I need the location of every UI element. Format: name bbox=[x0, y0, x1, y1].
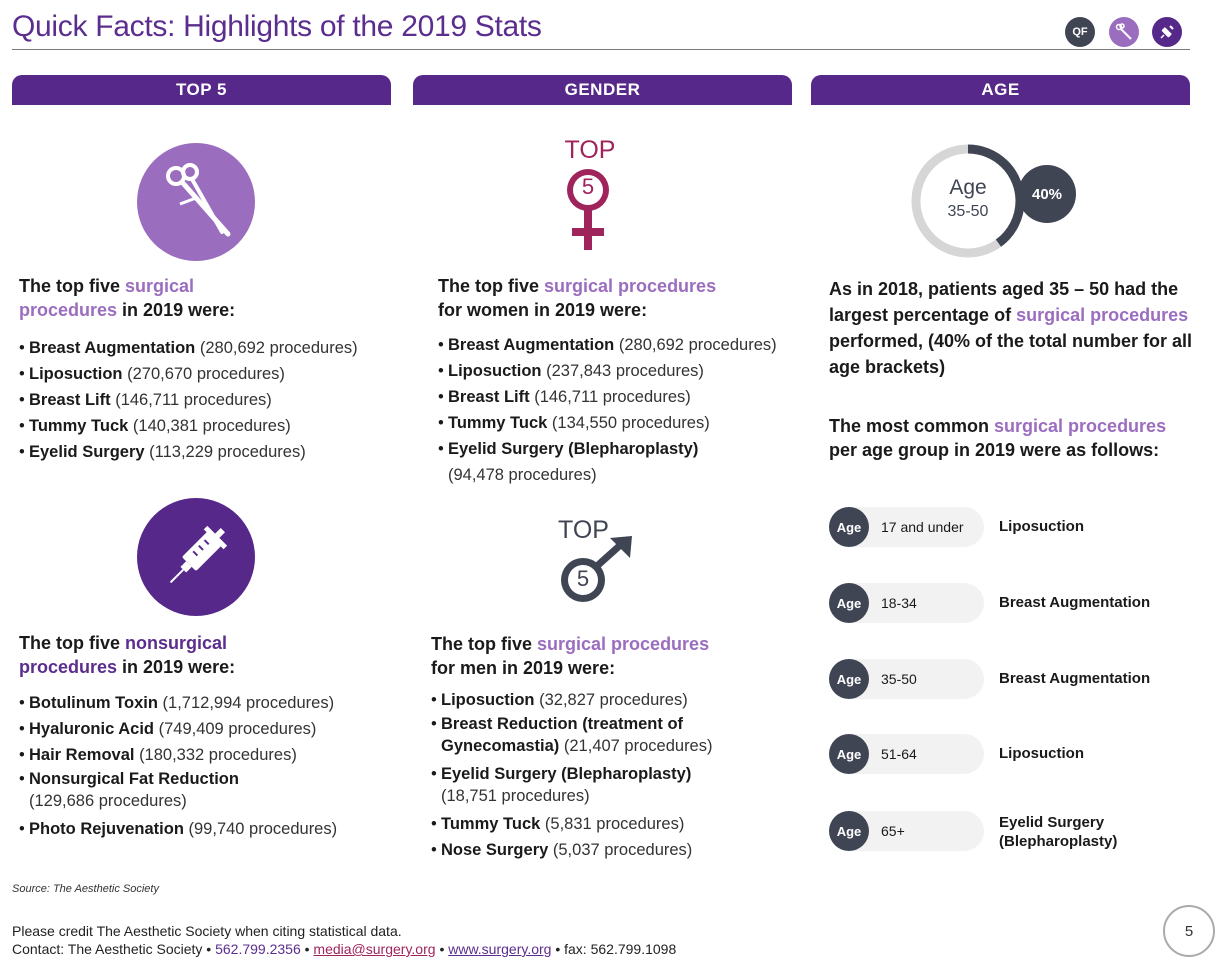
age-percent-badge: 40% bbox=[1018, 165, 1076, 223]
age-paragraph-2: The most common surgical procedures per a… bbox=[829, 416, 1167, 460]
credit-note: Please credit The Aesthetic Society when… bbox=[12, 923, 402, 939]
age-group-row: Age 35-50 Breast Augmentation bbox=[829, 659, 1209, 699]
list-item: Liposuction (237,843 procedures) bbox=[438, 358, 798, 384]
nonsurgical-lead: The top five nonsurgical procedures in 2… bbox=[19, 633, 236, 677]
age-ring-label: Age bbox=[949, 176, 987, 199]
syringe-icon[interactable] bbox=[1152, 17, 1182, 47]
syringe-icon bbox=[137, 498, 255, 616]
list-item: Liposuction (270,670 procedures) bbox=[19, 361, 389, 387]
age-badge: Age bbox=[829, 583, 869, 623]
top-label: TOP bbox=[558, 516, 609, 544]
men-list: Liposuction (32,827 procedures) Breast R… bbox=[431, 687, 741, 863]
age-group-row: Age 65+ Eyelid Surgery (Blepharoplasty) bbox=[829, 811, 1209, 851]
men-lead: The top five surgical procedures for men … bbox=[431, 634, 710, 678]
age-group-row: Age 51-64 Liposuction bbox=[829, 734, 1209, 774]
tab-age: AGE bbox=[811, 75, 1190, 105]
list-item: Tummy Tuck (5,831 procedures) bbox=[431, 811, 741, 837]
list-item: Hyaluronic Acid (749,409 procedures) bbox=[19, 716, 389, 742]
list-item: Breast Lift (146,711 procedures) bbox=[19, 387, 389, 413]
female-top-number: 5 bbox=[581, 174, 595, 199]
women-list: Breast Augmentation (280,692 procedures)… bbox=[438, 332, 798, 488]
age-procedure: Liposuction bbox=[999, 518, 1084, 535]
top-label: TOP bbox=[564, 136, 616, 164]
list-item: Eyelid Surgery (Blepharoplasty)(18,751 p… bbox=[431, 763, 741, 811]
list-item: Breast Lift (146,711 procedures) bbox=[438, 384, 798, 410]
age-procedure: Breast Augmentation bbox=[999, 594, 1151, 611]
surgical-lead: The top five surgical procedures in 2019… bbox=[19, 276, 236, 320]
list-item: Liposuction (32,827 procedures) bbox=[431, 687, 741, 713]
phone-link[interactable]: 562.799.2356 bbox=[215, 941, 301, 957]
age-procedure: Eyelid Surgery (Blepharoplasty) bbox=[999, 814, 1118, 850]
age-badge: Age bbox=[829, 659, 869, 699]
male-symbol-icon bbox=[558, 536, 636, 610]
list-item: Breast Augmentation (280,692 procedures) bbox=[19, 335, 389, 361]
male-top-number: 5 bbox=[576, 566, 590, 591]
list-item: Hair Removal (180,332 procedures) bbox=[19, 742, 389, 768]
age-procedure: Liposuction bbox=[999, 745, 1084, 762]
female-symbol-icon bbox=[563, 166, 613, 254]
age-range: 65+ bbox=[881, 823, 905, 839]
scissors-icon bbox=[137, 143, 255, 261]
age-range: 17 and under bbox=[881, 519, 964, 535]
age-badge: Age bbox=[829, 734, 869, 774]
age-paragraph-1: As in 2018, patients aged 35 – 50 had th… bbox=[829, 279, 1193, 377]
website-link[interactable]: www.surgery.org bbox=[448, 941, 552, 957]
women-lead: The top five surgical procedures for wome… bbox=[438, 276, 717, 320]
list-item: Eyelid Surgery (113,229 procedures) bbox=[19, 439, 389, 465]
title-divider bbox=[12, 49, 1190, 50]
contact-line: Contact: The Aesthetic Society • 562.799… bbox=[12, 941, 677, 957]
age-ring-range: 35-50 bbox=[947, 203, 989, 220]
nonsurgical-list: Botulinum Toxin (1,712,994 procedures) H… bbox=[19, 690, 389, 842]
list-item: Tummy Tuck (134,550 procedures) bbox=[438, 410, 798, 436]
age-range: 35-50 bbox=[881, 671, 917, 687]
list-item: Photo Rejuvenation (99,740 procedures) bbox=[19, 816, 389, 842]
surgical-list: Breast Augmentation (280,692 procedures)… bbox=[19, 335, 389, 465]
qf-icon[interactable]: QF bbox=[1065, 17, 1095, 47]
list-item: Eyelid Surgery (Blepharoplasty)(94,478 p… bbox=[438, 436, 798, 488]
page-number: 5 bbox=[1163, 905, 1215, 957]
tab-top5: TOP 5 bbox=[12, 75, 391, 105]
age-procedure: Breast Augmentation bbox=[999, 670, 1151, 687]
list-item: Nonsurgical Fat Reduction(129,686 proced… bbox=[19, 768, 389, 816]
page-title: Quick Facts: Highlights of the 2019 Stat… bbox=[12, 10, 542, 43]
age-range: 51-64 bbox=[881, 746, 917, 762]
age-group-row: Age 18-34 Breast Augmentation bbox=[829, 583, 1209, 623]
list-item: Nose Surgery (5,037 procedures) bbox=[431, 837, 741, 863]
age-badge: Age bbox=[829, 811, 869, 851]
age-group-row: Age 17 and under Liposuction bbox=[829, 507, 1209, 547]
list-item: Breast Augmentation (280,692 procedures) bbox=[438, 332, 798, 358]
source-note: Source: The Aesthetic Society bbox=[12, 883, 159, 895]
list-item: Tummy Tuck (140,381 procedures) bbox=[19, 413, 389, 439]
list-item: Botulinum Toxin (1,712,994 procedures) bbox=[19, 690, 389, 716]
age-range: 18-34 bbox=[881, 595, 917, 611]
age-ring-chart bbox=[910, 143, 1026, 259]
email-link[interactable]: media@surgery.org bbox=[313, 941, 436, 957]
age-badge: Age bbox=[829, 507, 869, 547]
scissors-icon[interactable] bbox=[1109, 17, 1139, 47]
list-item: Breast Reduction (treatment of Gynecomas… bbox=[431, 713, 741, 763]
tab-gender: GENDER bbox=[413, 75, 792, 105]
